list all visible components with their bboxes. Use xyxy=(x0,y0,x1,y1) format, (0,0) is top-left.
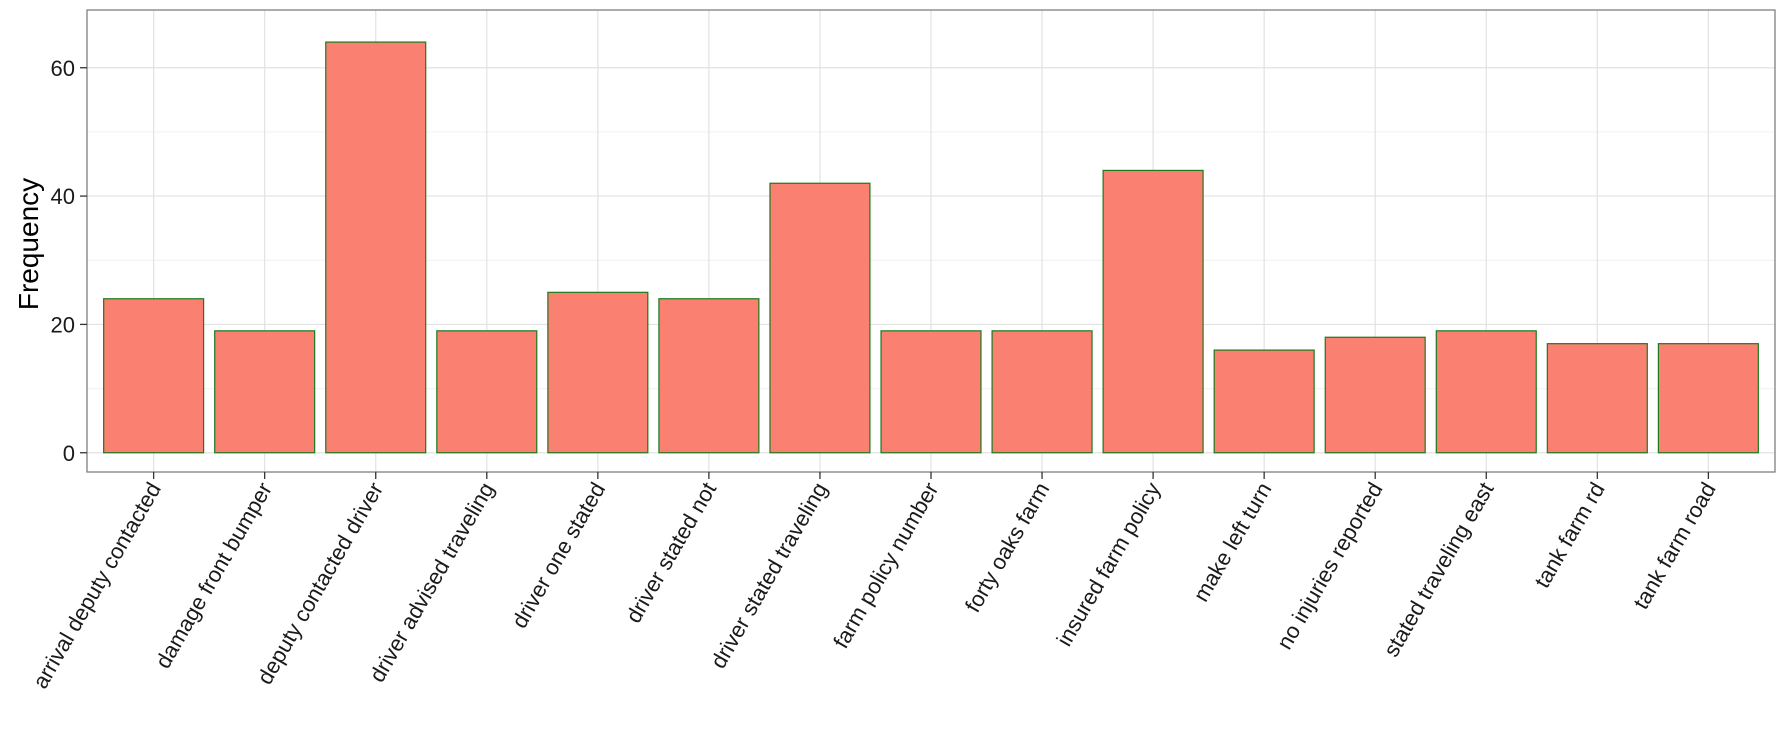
bar xyxy=(325,41,427,454)
x-tick-label: farm policy number xyxy=(828,478,943,653)
bar xyxy=(991,330,1093,454)
y-tick-label: 60 xyxy=(51,56,75,81)
x-tick-label: driver advised traveling xyxy=(364,478,499,686)
bar xyxy=(1102,169,1204,454)
x-tick-label: driver stated traveling xyxy=(705,478,832,673)
bar xyxy=(1657,343,1759,454)
x-tick-label: no injuries reported xyxy=(1272,478,1388,654)
bar xyxy=(658,298,760,454)
x-tick-label: tank farm rd xyxy=(1529,478,1609,592)
x-tick-label: insured farm policy xyxy=(1051,478,1165,650)
bar xyxy=(769,182,871,454)
x-tick-label: driver stated not xyxy=(621,478,722,627)
bar xyxy=(214,330,316,454)
x-tick-label: damage front bumper xyxy=(150,478,277,673)
bar xyxy=(547,291,649,454)
bar xyxy=(880,330,982,454)
x-tick-label: driver one stated xyxy=(507,478,611,632)
x-tick-label: make left turn xyxy=(1188,478,1276,606)
y-tick-label: 20 xyxy=(51,312,75,337)
bar xyxy=(103,298,205,454)
y-tick-label: 0 xyxy=(63,441,75,466)
bar xyxy=(1324,336,1426,454)
bar xyxy=(436,330,538,454)
bar xyxy=(1213,349,1315,454)
x-tick-label: arrival deputy contacted xyxy=(28,478,166,693)
x-tick-label: forty oaks farm xyxy=(960,478,1054,616)
x-tick-label: deputy contacted driver xyxy=(252,478,388,689)
y-axis-title: Frequency xyxy=(13,178,44,310)
bar xyxy=(1546,343,1648,454)
x-tick-label: stated traveling east xyxy=(1378,478,1498,661)
x-tick-label: tank farm road xyxy=(1628,478,1721,613)
bar xyxy=(1435,330,1537,454)
y-tick-label: 40 xyxy=(51,184,75,209)
